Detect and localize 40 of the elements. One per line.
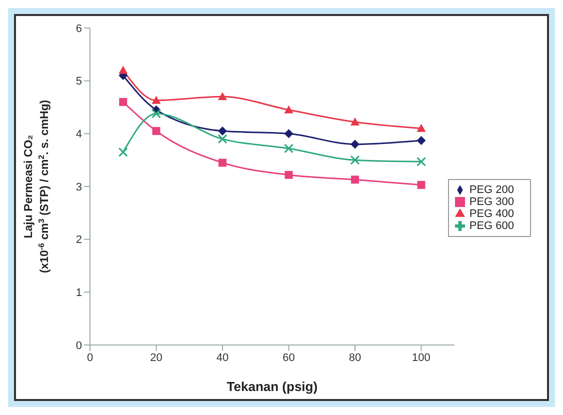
x-tick-label: 60 <box>282 352 295 364</box>
point <box>416 136 426 146</box>
point <box>218 158 226 167</box>
y-tick-label: 3 <box>76 181 82 194</box>
point <box>350 155 360 165</box>
point <box>416 124 426 132</box>
y-tick-label: 0 <box>76 340 82 352</box>
legend-label: PEG 400 <box>469 208 514 220</box>
legend-label: PEG 600 <box>469 220 514 232</box>
y-tick-label: 2 <box>76 234 82 246</box>
point <box>416 156 426 166</box>
point <box>218 92 227 100</box>
x-tick-label: 80 <box>348 352 362 364</box>
point <box>118 66 128 74</box>
point <box>151 108 161 118</box>
x-axis-title: Tekanan (psig) <box>226 379 318 394</box>
point <box>152 96 161 104</box>
point <box>152 127 160 136</box>
point <box>350 176 359 184</box>
x-tick-label: 0 <box>86 352 94 364</box>
y-tick-label: 6 <box>76 22 82 35</box>
point <box>284 129 294 138</box>
point <box>350 118 360 126</box>
y-tick-label: 4 <box>76 128 82 141</box>
y-tick-label: 1 <box>76 287 82 300</box>
x-tick-label: 20 <box>150 352 162 364</box>
point <box>284 105 294 114</box>
point <box>284 144 294 154</box>
point <box>350 140 360 149</box>
point <box>218 126 227 136</box>
point <box>118 147 128 157</box>
legend-label: PEG 300 <box>469 196 514 208</box>
point <box>417 180 426 189</box>
point <box>119 98 128 106</box>
x-tick-label: 100 <box>412 352 430 364</box>
y-tick-label: 5 <box>76 76 82 88</box>
point <box>218 134 228 144</box>
x-tick-label: 40 <box>216 352 229 364</box>
legend-label: PEG 200 <box>469 184 514 196</box>
point <box>284 170 293 179</box>
